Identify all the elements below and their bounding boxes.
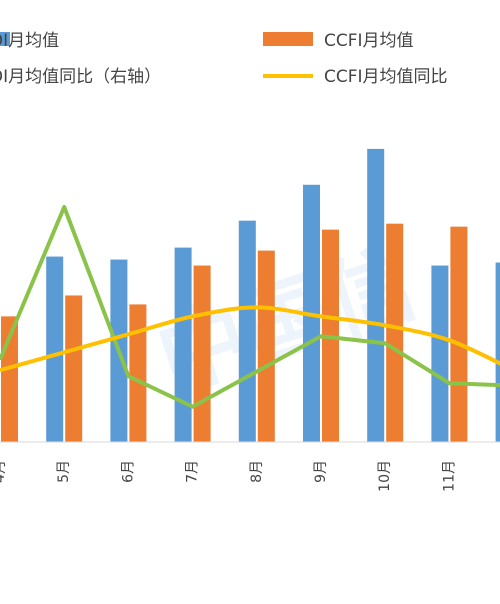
x-tick-label-0: 4月 [0,460,8,483]
x-axis: 4月5月6月7月8月9月10月11月12月 [0,441,500,492]
x-tick-label-2: 6月 [120,460,136,483]
legend-swatch-ccfi [263,32,313,46]
line-ccfi-yoy [0,305,500,373]
bar-scfi-7 [431,265,449,442]
legend-item-scfi: DI月均值 [0,31,59,51]
bar-ccfi-3 [193,265,211,442]
x-tick-label-3: 7月 [185,460,201,483]
x-tick-label-4: 8月 [249,460,265,483]
bar-ccfi-7 [450,226,468,442]
bar-scfi-1 [46,256,64,442]
legend-item-scfi-yoy: DI月均值同比（右轴） [0,67,161,87]
legend-item-ccfi: CCFI月均值 [263,31,414,51]
plot-area [0,148,500,443]
legend: DI月均值 CCFI月均值 DI月均值同比（右轴） CCFI月均值同比 [0,31,448,87]
legend-label-scfi-yoy: DI月均值同比（右轴） [0,67,161,87]
bar-scfi-4 [238,220,256,442]
bar-ccfi-2 [129,304,147,442]
legend-swatch-scfi [0,32,10,46]
bar-ccfi-6 [386,223,404,442]
x-tick-label-5: 9月 [313,460,329,483]
legend-label-ccfi-yoy: CCFI月均值同比 [324,67,448,87]
bar-ccfi-1 [65,295,83,442]
legend-label-ccfi: CCFI月均值 [324,31,414,51]
bar-ccfi-4 [257,250,275,442]
legend-item-ccfi-yoy: CCFI月均值同比 [263,67,448,87]
legend-label-scfi: DI月均值 [0,31,59,51]
bar-scfi-3 [174,247,192,442]
x-tick-label-1: 5月 [56,460,72,483]
x-tick-label-7: 11月 [441,460,457,492]
bar-scfi-8 [495,262,500,442]
bar-scfi-6 [367,148,385,442]
x-tick-label-6: 10月 [377,460,393,492]
line-scfi-yoy [0,205,500,409]
